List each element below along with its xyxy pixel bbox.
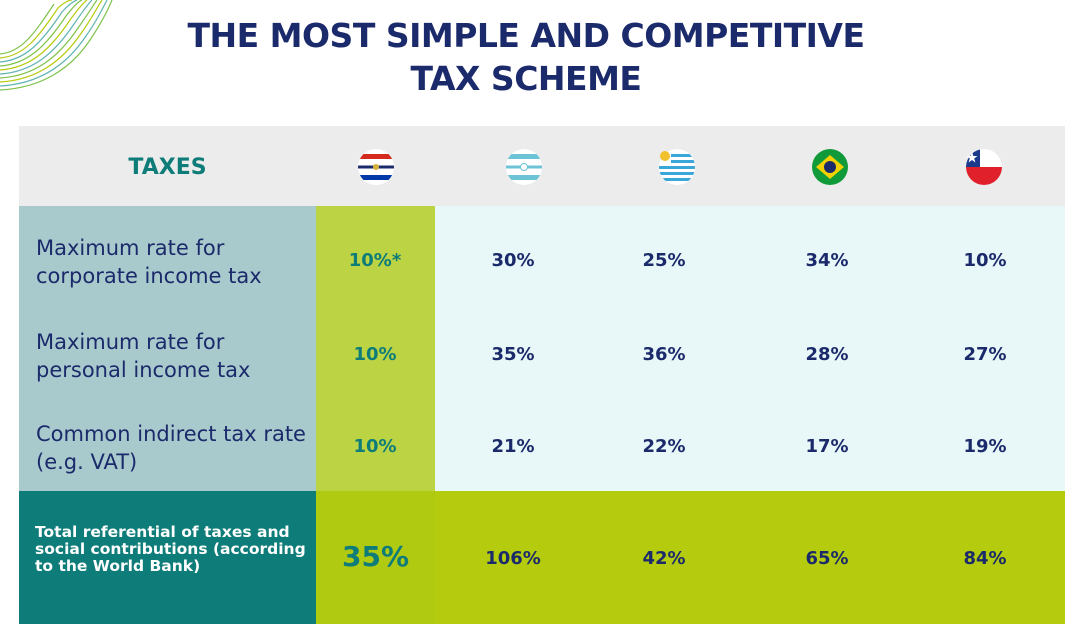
decorative-wave-lines (0, 0, 113, 91)
table-cell: 34% (805, 250, 849, 271)
table-cell: 28% (805, 344, 849, 365)
table-cell: 10%* (348, 250, 402, 271)
table-cell: 36% (642, 344, 686, 365)
title-line-1: THE MOST SIMPLE AND COMPETITIVE (187, 16, 865, 55)
title-line-2: TAX SCHEME (410, 59, 642, 98)
total-value: 65% (805, 548, 849, 569)
table-cell: 17% (805, 436, 849, 457)
total-value: 42% (642, 548, 686, 569)
table-cell: 27% (963, 344, 1007, 365)
row-label-corporate-tax: Maximum rate for corporate income tax (36, 236, 262, 288)
row-label-personal-tax: Maximum rate for personal income tax (36, 330, 251, 382)
table-cell: 10% (353, 436, 397, 457)
chile-flag-icon (966, 149, 1002, 185)
table-cell: 10% (353, 344, 397, 365)
table-cell: 10% (963, 250, 1007, 271)
argentina-flag-icon (506, 149, 542, 185)
paraguay-column-highlight (316, 206, 435, 491)
values-background (435, 206, 1065, 491)
total-value: 84% (963, 548, 1007, 569)
total-row-label: Total referential of taxes and social co… (35, 523, 306, 575)
paraguay-flag-icon (358, 149, 394, 185)
tax-comparison-table: TAXES (19, 126, 1065, 624)
taxes-header-label: TAXES (128, 155, 207, 180)
table-cell: 22% (642, 436, 686, 457)
table-header (19, 126, 1065, 206)
page-title: THE MOST SIMPLE AND COMPETITIVE TAX SCHE… (0, 14, 1052, 100)
total-paraguay-background (316, 491, 435, 624)
table-cell: 30% (491, 250, 535, 271)
table-cell: 35% (491, 344, 535, 365)
table-cell: 21% (491, 436, 535, 457)
row-labels-background (19, 206, 316, 491)
total-label-background (19, 491, 316, 624)
total-value-paraguay: 35% (341, 540, 410, 573)
total-values-background (316, 491, 1065, 624)
table-cell: 19% (963, 436, 1007, 457)
total-value: 106% (485, 548, 541, 569)
brazil-flag-icon (812, 149, 848, 185)
table-cell: 25% (642, 250, 686, 271)
uruguay-flag-icon (659, 149, 695, 185)
row-label-indirect-tax: Common indirect tax rate (e.g. VAT) (36, 422, 306, 474)
